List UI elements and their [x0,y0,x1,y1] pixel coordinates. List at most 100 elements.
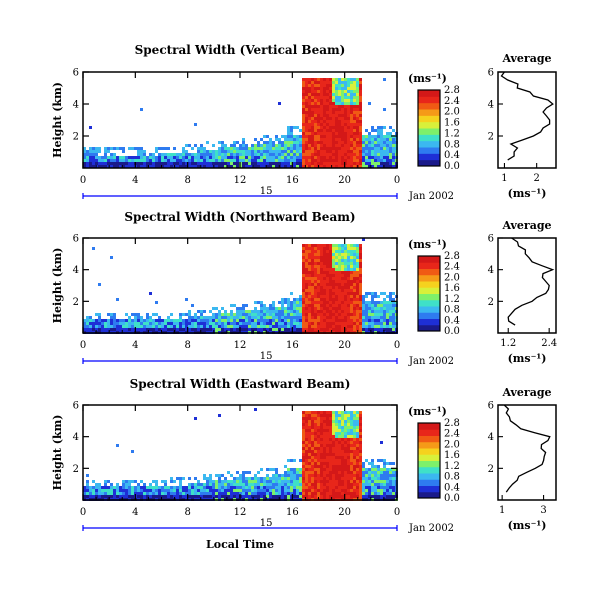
heatmap-cell [377,495,380,498]
heatmap-cell [311,280,314,283]
heatmap-cell [326,435,329,438]
heatmap-cell [86,328,89,331]
heatmap-cell [332,144,335,147]
heatmap-cell [356,322,359,325]
heatmap-cell [359,319,362,322]
heatmap-cell [359,111,362,114]
heatmap-cell [293,325,296,328]
heatmap-cell [320,459,323,462]
heatmap-cell [338,444,341,447]
heatmap-cell [350,492,353,495]
heatmap-cell [335,265,338,268]
heatmap-cell [320,99,323,102]
heatmap-cell [374,301,377,304]
heatmap-cell [353,102,356,105]
heatmap-cell [350,105,353,108]
heatmap-cell [341,120,344,123]
heatmap-cell [290,495,293,498]
heatmap-cell [260,304,263,307]
colorbar-swatch [418,454,440,461]
heatmap-cell [302,444,305,447]
heatmap-cell [350,268,353,271]
colorbar-unit: (ms⁻¹) [408,72,447,85]
heatmap-cell [344,295,347,298]
heatmap-cell [329,316,332,319]
heatmap-cell [383,159,386,162]
heatmap-cell [332,274,335,277]
heatmap-cell [308,325,311,328]
colorbar-tick-label: 2.8 [444,251,460,262]
heatmap-cell [206,322,209,325]
heatmap-cell [347,492,350,495]
heatmap-cell [263,144,266,147]
heatmap-cell [350,265,353,268]
average-y-tick-label: 4 [488,432,494,443]
heatmap-cell [209,159,212,162]
heatmap-cell [233,150,236,153]
heatmap-cell [254,162,257,165]
heatmap-cell [347,289,350,292]
heatmap-cell [311,438,314,441]
heatmap-cell [344,277,347,280]
heatmap-cell [338,435,341,438]
heatmap-cell [314,489,317,492]
heatmap-cell [386,486,389,489]
heatmap-cell [344,259,347,262]
heatmap-cell [341,474,344,477]
heatmap-cell [392,159,395,162]
heatmap-cell [146,328,149,331]
heatmap-cell [365,159,368,162]
heatmap-cell [308,108,311,111]
heatmap-cell [329,328,332,331]
heatmap-cell [104,156,107,159]
heatmap-cell [377,304,380,307]
heatmap-cell [371,310,374,313]
heatmap-cell [242,477,245,480]
heatmap-cell [314,471,317,474]
heatmap-cell [344,93,347,96]
heatmap-cell [377,156,380,159]
heatmap-cell [224,156,227,159]
heatmap-cell [272,325,275,328]
heatmap-cell [113,328,116,331]
heatmap-cell [350,123,353,126]
heatmap-cell [170,325,173,328]
heatmap-cell [329,87,332,90]
heatmap-cell [356,277,359,280]
heatmap-cell [308,444,311,447]
heatmap-cell [320,468,323,471]
heatmap-cell [311,423,314,426]
heatmap-cell [188,162,191,165]
heatmap-cell [254,165,257,168]
heatmap-cell [320,489,323,492]
colorbar-swatch [418,473,440,480]
heatmap-cell [311,159,314,162]
heatmap-cell [299,159,302,162]
heatmap-cell [299,141,302,144]
heatmap-cell [215,474,218,477]
colorbar-tick-label: 1.2 [444,461,460,472]
heatmap-cell [242,492,245,495]
heatmap-cell [278,486,281,489]
heatmap-cell [338,147,341,150]
heatmap-cell [320,447,323,450]
heatmap-cell [353,141,356,144]
heatmap-cell [302,93,305,96]
heatmap-cell [353,286,356,289]
heatmap-cell [338,271,341,274]
heatmap-cell [347,307,350,310]
colorbar-swatch [418,293,440,301]
heatmap-cell [95,147,98,150]
heatmap-cell [167,147,170,150]
heatmap-cell [89,126,92,129]
heatmap-cell [299,310,302,313]
heatmap-cell [380,477,383,480]
x-tick-label: 0 [394,340,400,351]
heatmap-cell [125,486,128,489]
heatmap-cell [272,477,275,480]
average-x-tick-label: 1 [499,505,505,516]
heatmap-cell [89,316,92,319]
heatmap-cell [383,474,386,477]
heatmap-cell [326,286,329,289]
heatmap-cell [122,322,125,325]
